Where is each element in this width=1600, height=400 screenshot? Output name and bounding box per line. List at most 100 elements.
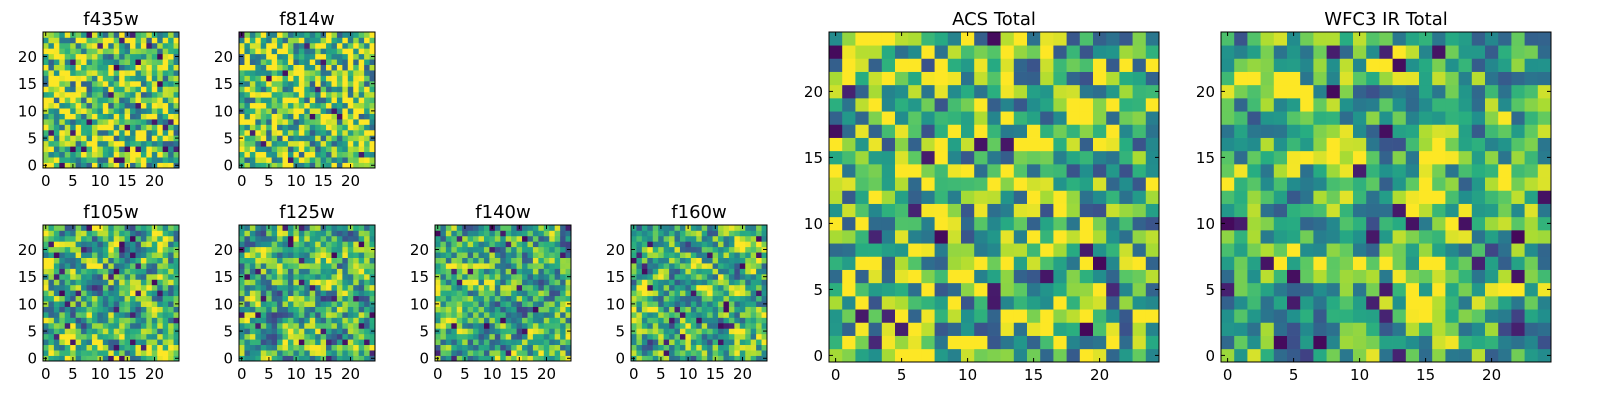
heatmap-cell: [271, 108, 278, 114]
heatmap-cell: [1106, 243, 1120, 257]
heatmap-cell: [1353, 335, 1367, 350]
heatmap-cell: [489, 241, 496, 248]
heatmap-cell: [353, 91, 360, 98]
heatmap-cell: [347, 113, 354, 120]
heatmap-cell: [271, 306, 278, 313]
heatmap-cell: [483, 312, 490, 318]
heatmap-cell: [260, 151, 267, 158]
heatmap-cell: [293, 80, 300, 87]
heatmap-cell: [560, 322, 566, 329]
heatmap-cell: [124, 37, 131, 44]
heatmap-cell: [342, 146, 349, 153]
heatmap-cell: [974, 243, 988, 257]
heatmap-cell: [244, 230, 251, 237]
heatmap-cell: [271, 257, 278, 264]
heatmap-cell: [549, 284, 556, 291]
heatmap-cell: [70, 344, 76, 351]
heatmap-cell: [309, 124, 316, 131]
heatmap-cell: [97, 241, 104, 248]
heatmap-cell: [560, 290, 566, 297]
heatmap-cell: [135, 268, 142, 275]
heatmap-cell: [86, 97, 93, 104]
heatmap-cell: [130, 48, 136, 55]
x-tick-label: 20: [1090, 366, 1109, 384]
heatmap-cell: [124, 113, 131, 120]
heatmap-cell: [162, 317, 169, 324]
y-tick-label: 10: [18, 295, 37, 313]
heatmap-cell: [679, 301, 686, 307]
heatmap-cell: [91, 257, 98, 264]
heatmap-cell: [489, 279, 496, 286]
heatmap-cell: [108, 42, 115, 49]
heatmap-cell: [260, 37, 267, 44]
heatmap-cell: [173, 322, 180, 329]
heatmap-cell: [53, 257, 60, 264]
heatmap-cell: [271, 290, 278, 297]
heatmap-cell: [868, 216, 883, 231]
heatmap-cell: [1524, 309, 1539, 323]
heatmap-cell: [1326, 322, 1341, 336]
heatmap-cell: [1339, 282, 1354, 297]
heatmap-cell: [701, 333, 708, 340]
heatmap-cell: [473, 312, 479, 318]
heatmap-cell: [522, 235, 528, 242]
heatmap-cell: [358, 162, 365, 169]
heatmap-cell: [511, 328, 517, 335]
heatmap-cell: [266, 235, 272, 242]
heatmap-cell: [842, 269, 856, 284]
heatmap-cell: [168, 80, 174, 87]
heatmap-cell: [108, 225, 115, 231]
heatmap-cell: [1273, 243, 1288, 257]
heatmap-cell: [293, 108, 300, 114]
heatmap-cell: [855, 216, 869, 231]
heatmap-cell: [451, 230, 458, 237]
heatmap-cell: [86, 146, 93, 153]
heatmap-cell: [81, 306, 87, 313]
heatmap-cell: [494, 252, 501, 258]
heatmap-cell: [739, 322, 746, 329]
heatmap-cell: [685, 290, 692, 297]
heatmap-cell: [685, 257, 692, 264]
heatmap-cell: [326, 257, 332, 264]
heatmap-cell: [690, 301, 697, 307]
heatmap-cell: [1145, 348, 1160, 363]
heatmap-cell: [855, 296, 869, 310]
heatmap-cell: [560, 225, 566, 231]
heatmap-cell: [173, 59, 180, 65]
heatmap-cell: [81, 53, 87, 60]
heatmap-cell: [146, 129, 153, 136]
heatmap-cell: [554, 317, 561, 324]
heatmap-cell: [494, 328, 501, 335]
heatmap-cell: [43, 252, 49, 258]
heatmap-cell: [331, 301, 338, 307]
heatmap-cell: [124, 235, 131, 242]
heatmap-cell: [658, 273, 664, 280]
heatmap-cell: [855, 124, 869, 138]
heatmap-cell: [86, 263, 93, 269]
heatmap-cell: [287, 225, 294, 231]
heatmap-cell: [652, 344, 659, 351]
heatmap-cell: [636, 279, 643, 286]
heatmap-cell: [1053, 98, 1067, 112]
heatmap-cell: [1013, 32, 1028, 46]
heatmap-cell: [712, 317, 719, 324]
heatmap-cell: [59, 350, 66, 356]
heatmap-cell: [287, 157, 294, 163]
heatmap-cell: [135, 225, 142, 231]
heatmap-cell: [130, 295, 136, 302]
heatmap-cell: [287, 350, 294, 356]
heatmap-cell: [81, 263, 87, 269]
heatmap-cell: [282, 295, 289, 302]
heatmap-cell: [1498, 190, 1512, 204]
heatmap-cell: [1053, 203, 1067, 218]
heatmap-cell: [282, 312, 289, 318]
heatmap-cell: [326, 339, 332, 346]
heatmap-cell: [130, 70, 136, 76]
heatmap-cell: [723, 301, 730, 307]
heatmap-cell: [478, 350, 485, 356]
heatmap-cell: [842, 230, 856, 244]
heatmap-cell: [287, 322, 294, 329]
heatmap-cell: [505, 306, 512, 313]
heatmap-cell: [244, 75, 251, 82]
heatmap-cell: [636, 295, 643, 302]
